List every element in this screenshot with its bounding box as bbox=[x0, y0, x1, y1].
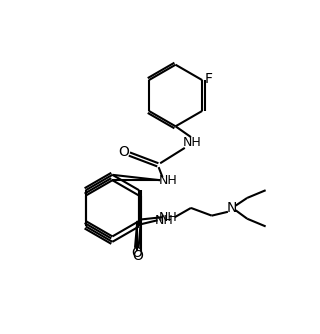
Text: F: F bbox=[204, 71, 212, 86]
Text: NH: NH bbox=[154, 214, 173, 227]
Text: O: O bbox=[131, 245, 142, 260]
Text: O: O bbox=[132, 249, 143, 263]
Text: N: N bbox=[227, 201, 237, 215]
Text: NH: NH bbox=[183, 136, 202, 149]
Text: O: O bbox=[118, 145, 129, 159]
Text: NH: NH bbox=[158, 211, 177, 224]
Text: NH: NH bbox=[158, 174, 177, 187]
